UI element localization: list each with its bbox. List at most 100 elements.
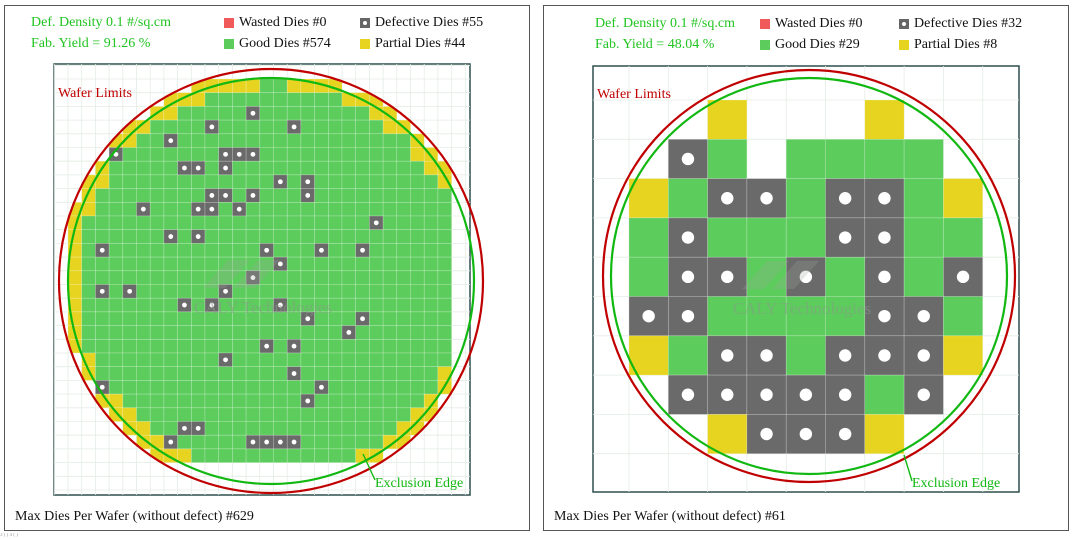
good-die (286, 243, 302, 258)
good-die (259, 160, 274, 176)
good-die (149, 366, 165, 381)
good-die (245, 421, 261, 436)
defect-dot-icon (168, 439, 174, 445)
defect-dot-icon (838, 192, 852, 205)
good-die (163, 202, 178, 217)
exclusion-edge-label: Exclusion Edge (912, 476, 1000, 491)
good-die (286, 160, 302, 176)
good-die (314, 202, 329, 217)
good-die (300, 270, 315, 285)
good-die (232, 119, 247, 135)
good-die (300, 256, 315, 272)
good-die (382, 297, 398, 313)
defect-dot-icon (223, 165, 228, 171)
good-die (259, 284, 274, 299)
good-die (245, 174, 261, 189)
partial-swatch-icon (899, 40, 909, 50)
defective-die (903, 374, 944, 415)
good-die (273, 270, 288, 285)
good-die (396, 188, 411, 203)
good-die (218, 174, 233, 189)
exclusion-edge-circle (66, 76, 476, 486)
defect-dot-icon (319, 247, 324, 253)
good-die (943, 217, 983, 258)
partial-die (396, 421, 411, 436)
defect-dot-icon (127, 288, 133, 294)
good-die (327, 215, 343, 230)
legend-wasted-label: Wasted Dies #0 (239, 15, 327, 30)
partial-die (177, 448, 192, 463)
good-die (108, 202, 124, 217)
good-die (122, 325, 137, 340)
good-die (218, 325, 233, 340)
good-die (327, 270, 343, 285)
good-die (163, 174, 178, 189)
good-die (382, 284, 398, 299)
good-die (396, 133, 411, 148)
good-die (355, 119, 370, 135)
good-die (423, 380, 439, 395)
good-die (259, 352, 274, 367)
good-die (300, 147, 315, 162)
good-die (273, 366, 288, 381)
good-die (314, 215, 329, 230)
good-die (273, 188, 288, 203)
defect-dot-icon (291, 343, 297, 349)
good-die (341, 407, 356, 422)
good-die (136, 229, 151, 244)
legend-partial: Partial Dies #44 (360, 36, 465, 52)
good-die (382, 338, 398, 354)
good-die (149, 325, 165, 340)
defect-dot-icon (760, 349, 773, 362)
good-die (300, 202, 315, 217)
good-die (314, 284, 329, 299)
good-die (327, 284, 343, 299)
good-die (341, 256, 356, 272)
good-die (136, 297, 151, 313)
good-die (149, 311, 165, 326)
good-die (177, 133, 192, 148)
good-die (218, 448, 233, 463)
good-die (218, 366, 233, 381)
good-die (369, 380, 384, 395)
good-die (410, 338, 425, 354)
good-die (382, 270, 398, 285)
good-die (232, 338, 247, 354)
good-die (314, 119, 329, 135)
partial-die (410, 147, 425, 162)
good-die (410, 270, 425, 285)
good-die (286, 270, 302, 285)
good-die (437, 188, 452, 203)
good-die (163, 380, 178, 395)
good-die (177, 119, 192, 135)
good-die (437, 325, 452, 340)
good-die (136, 243, 151, 258)
good-die (864, 374, 905, 415)
good-die (943, 296, 983, 337)
good-die (369, 366, 384, 381)
defect-dot-icon (878, 309, 891, 323)
good-die (95, 188, 110, 203)
good-die (300, 229, 315, 244)
good-die (149, 243, 165, 258)
good-die (273, 284, 288, 299)
good-die (327, 256, 343, 272)
good-die (369, 407, 384, 422)
good-die (437, 202, 452, 217)
good-die (136, 393, 151, 409)
good-die (300, 106, 315, 121)
good-die (218, 106, 233, 121)
good-die (191, 366, 206, 381)
good-die (410, 215, 425, 230)
good-die (300, 325, 315, 340)
good-die (232, 434, 247, 450)
good-die (177, 366, 192, 381)
defect-dot-icon (642, 309, 655, 323)
good-die (149, 229, 165, 244)
defect-dot-icon (799, 427, 813, 441)
good-die (204, 174, 219, 189)
watermark-chevron-icon (203, 260, 280, 288)
good-die (382, 325, 398, 340)
good-die (300, 243, 315, 258)
good-die (327, 133, 343, 148)
